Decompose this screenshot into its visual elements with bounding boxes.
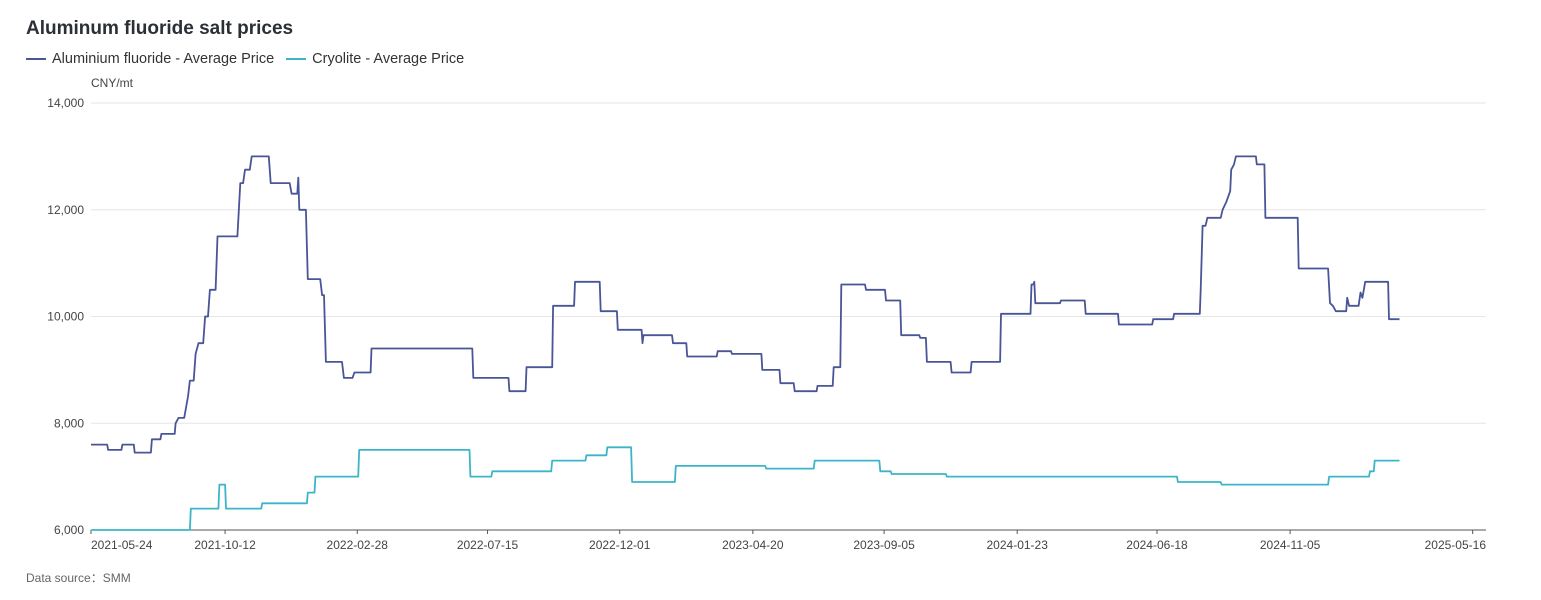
legend-item-cryolite[interactable]: Cryolite - Average Price [286,51,464,67]
legend-label-aluminium-fluoride: Aluminium fluoride - Average Price [52,51,275,67]
x-tick-label: 2021-10-12 [194,538,256,552]
y-axis-unit-label: CNY/mt [91,76,134,90]
y-axis-ticks: 6,000 8,000 10,000 12,000 14,000 [47,96,84,537]
x-axis-ticks: 2021-05-24 2021-10-12 2022-02-28 2022-07-15… [90,530,1487,552]
y-tick-label: 10,000 [47,310,84,324]
legend-swatch-aluminium-fluoride [26,58,46,60]
x-tick-label: 2023-09-05 [853,538,915,552]
x-tick-label: 2021-05-24 [91,538,153,552]
grid-lines [91,102,1486,424]
y-tick-label: 8,000 [54,416,84,430]
data-source-note: Data source：SMM [26,571,131,585]
legend-swatch-cryolite [286,58,307,60]
series-line-aluminium-fluoride[interactable] [91,155,1400,454]
x-tick-label: 2024-01-23 [987,538,1049,552]
x-tick-label: 2024-11-05 [1260,538,1321,552]
chart-title: Aluminum fluoride salt prices [26,18,294,39]
chart-legend: Aluminium fluoride - Average Price Cryol… [26,51,464,67]
x-tick-label: 2023-04-20 [722,538,784,552]
y-tick-label: 6,000 [54,523,84,537]
x-tick-label: 2025-05-16 [1425,538,1487,552]
y-tick-label: 14,000 [47,96,84,110]
x-tick-label: 2022-12-01 [589,538,651,552]
y-tick-label: 12,000 [47,203,84,217]
legend-label-cryolite: Cryolite - Average Price [312,51,465,67]
series-lines [91,155,1400,531]
legend-item-aluminium-fluoride[interactable]: Aluminium fluoride - Average Price [26,51,274,67]
x-tick-label: 2022-02-28 [327,538,389,552]
x-tick-label: 2022-07-15 [457,538,519,552]
x-tick-label: 2024-06-18 [1126,538,1188,552]
series-line-cryolite[interactable] [91,446,1400,531]
